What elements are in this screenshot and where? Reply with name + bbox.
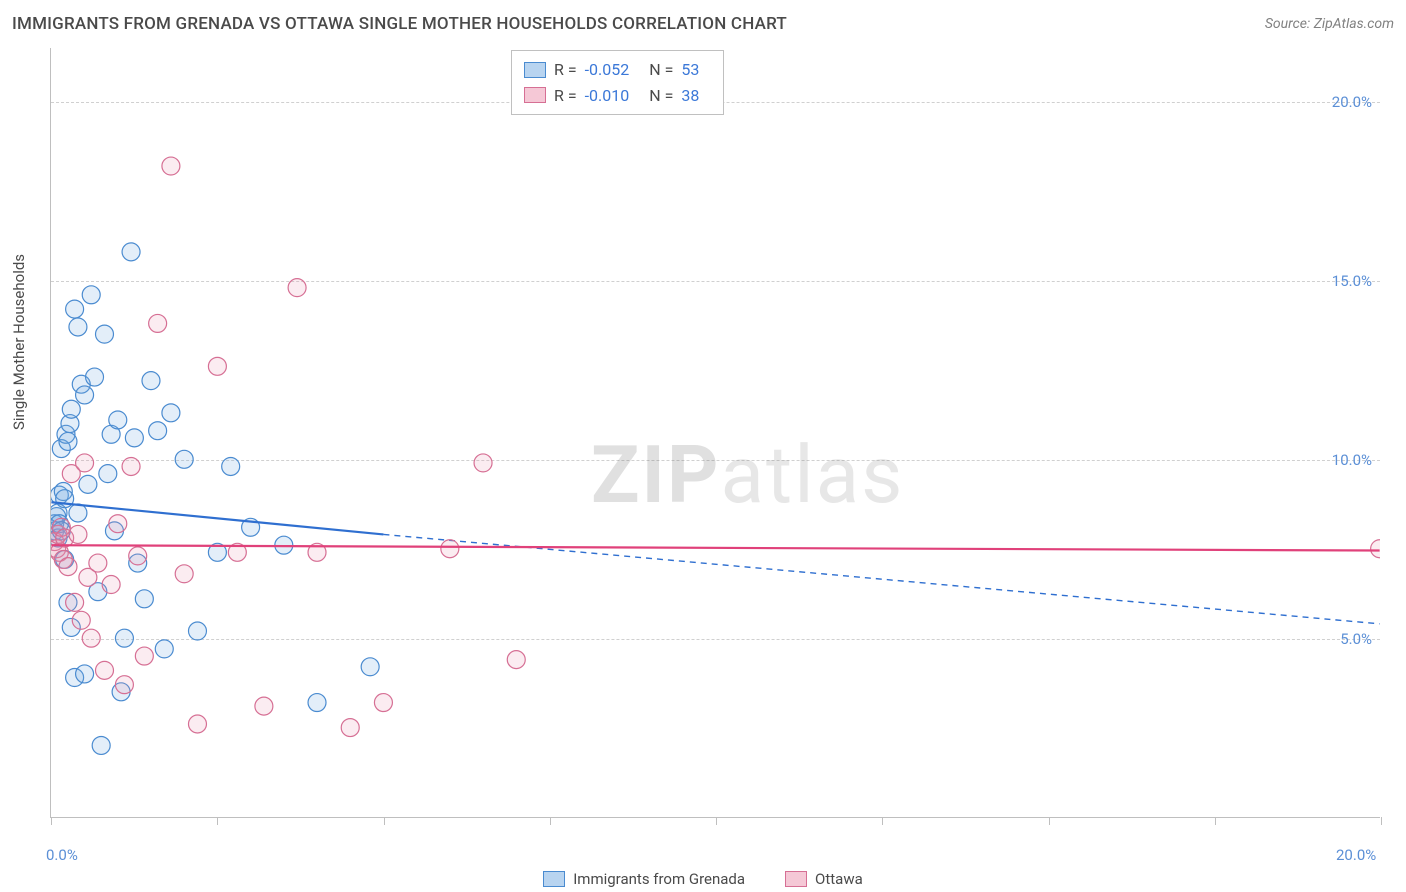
scatter-point [162, 404, 180, 422]
scatter-point [59, 432, 77, 450]
scatter-point [79, 475, 97, 493]
scatter-point [69, 318, 87, 336]
x-tick [882, 817, 883, 825]
x-tick [217, 817, 218, 825]
y-axis-label: Single Mother Households [10, 254, 28, 430]
scatter-point [155, 640, 173, 658]
scatter-point [109, 515, 127, 533]
scatter-point [66, 300, 84, 318]
legend-n-value: 38 [681, 83, 699, 109]
scatter-point [129, 547, 147, 565]
scatter-point [89, 554, 107, 572]
scatter-point [374, 694, 392, 712]
legend-swatch [543, 871, 565, 887]
legend-n-value: 53 [681, 57, 699, 83]
scatter-point [76, 454, 94, 472]
source-prefix: Source: [1265, 16, 1310, 32]
scatter-point [288, 279, 306, 297]
scatter-point [188, 715, 206, 733]
legend-bottom-item: Ottawa [785, 870, 863, 888]
scatter-point [122, 243, 140, 261]
scatter-point [92, 736, 110, 754]
scatter-point [135, 590, 153, 608]
legend-bottom-label: Ottawa [815, 870, 863, 888]
x-tick [51, 817, 52, 825]
scatter-point [188, 622, 206, 640]
legend-n-label: N = [649, 83, 673, 109]
scatter-point [142, 372, 160, 390]
legend-bottom-label: Immigrants from Grenada [573, 870, 745, 888]
scatter-point [69, 504, 87, 522]
scatter-point [76, 665, 94, 683]
scatter-point [149, 314, 167, 332]
source-name: ZipAtlas.com [1314, 16, 1394, 32]
scatter-point [62, 400, 80, 418]
title-bar: IMMIGRANTS FROM GRENADA VS OTTAWA SINGLE… [12, 12, 1394, 36]
scatter-point [507, 651, 525, 669]
scatter-point [474, 454, 492, 472]
scatter-point [86, 368, 104, 386]
scatter-point [308, 694, 326, 712]
x-tick [1049, 817, 1050, 825]
x-axis-label: 20.0% [1336, 846, 1376, 864]
scatter-point [96, 661, 114, 679]
x-tick [716, 817, 717, 825]
legend-n-label: N = [649, 57, 673, 83]
scatter-point [175, 450, 193, 468]
legend-swatch [524, 62, 546, 78]
x-tick [550, 817, 551, 825]
legend-top-row: R = -0.052 N = 53 [524, 57, 711, 83]
scatter-point [361, 658, 379, 676]
x-tick [384, 817, 385, 825]
legend-top: R = -0.052 N = 53 R = -0.010 N = 38 [511, 50, 724, 115]
x-axis-label: 0.0% [46, 846, 78, 864]
source-label: Source: ZipAtlas.com [1265, 16, 1394, 32]
chart-container: IMMIGRANTS FROM GRENADA VS OTTAWA SINGLE… [0, 0, 1406, 892]
legend-top-row: R = -0.010 N = 38 [524, 83, 711, 109]
scatter-point [59, 558, 77, 576]
legend-r-value: -0.052 [585, 57, 630, 83]
plot-area: ZIPatlas 5.0%10.0%15.0%20.0%R =-0.052N =… [50, 48, 1380, 818]
scatter-point [99, 465, 117, 483]
legend-r-label: R = [554, 57, 577, 83]
scatter-point [122, 457, 140, 475]
legend-r-label: R = [554, 83, 577, 109]
scatter-point [341, 719, 359, 737]
x-tick [1215, 817, 1216, 825]
scatter-point [222, 457, 240, 475]
scatter-point [109, 411, 127, 429]
scatter-point [69, 525, 87, 543]
scatter-point [82, 286, 100, 304]
legend-swatch [785, 871, 807, 887]
scatter-point [115, 629, 133, 647]
scatter-point [135, 647, 153, 665]
chart-title: IMMIGRANTS FROM GRENADA VS OTTAWA SINGLE… [12, 14, 787, 34]
x-tick [1381, 817, 1382, 825]
scatter-point [441, 540, 459, 558]
scatter-point [1371, 540, 1380, 558]
scatter-point [175, 565, 193, 583]
scatter-point [255, 697, 273, 715]
legend-bottom-item: Immigrants from Grenada [543, 870, 745, 888]
legend-swatch [524, 87, 546, 103]
scatter-point [96, 325, 114, 343]
scatter-point [102, 576, 120, 594]
scatter-point [149, 422, 167, 440]
trend-line [51, 545, 1379, 550]
legend-bottom: Immigrants from Grenada Ottawa [0, 870, 1406, 888]
scatter-point [162, 157, 180, 175]
scatter-point [66, 593, 84, 611]
scatter-point [125, 429, 143, 447]
plot-svg [51, 48, 1380, 817]
scatter-point [115, 676, 133, 694]
scatter-point [82, 629, 100, 647]
scatter-point [72, 611, 90, 629]
trend-line [51, 502, 383, 534]
scatter-point [76, 386, 94, 404]
scatter-point [208, 357, 226, 375]
legend-r-value: -0.010 [585, 83, 630, 109]
